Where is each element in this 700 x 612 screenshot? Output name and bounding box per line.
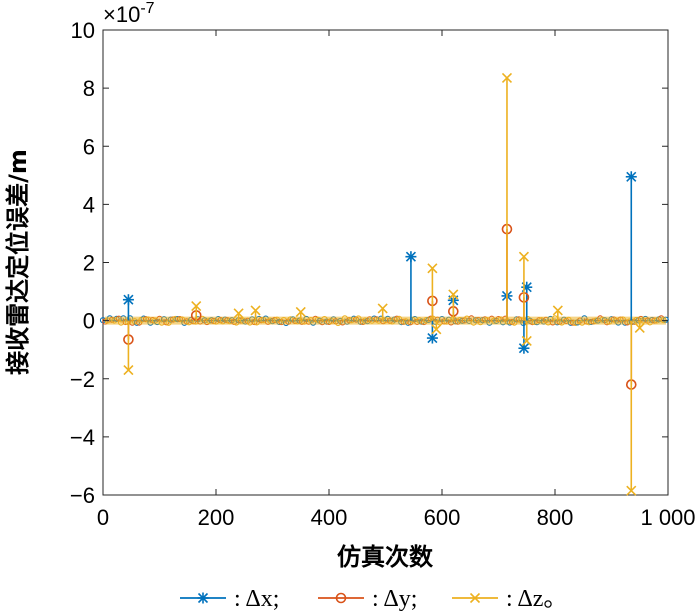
legend-label: : Δx; bbox=[234, 586, 279, 612]
series-3 bbox=[123, 72, 645, 496]
legend-marker bbox=[335, 592, 347, 604]
spike-marker bbox=[625, 171, 637, 183]
marker-stroke bbox=[521, 335, 532, 347]
marker-stroke bbox=[431, 324, 442, 335]
legend-label: : Δz。 bbox=[506, 586, 567, 612]
marker-stroke bbox=[233, 308, 244, 319]
x-tick-label: 1 000 bbox=[640, 505, 695, 530]
legend-marker bbox=[197, 592, 209, 604]
x-axis-ticks: 0 200 400 600 800 1 000 bbox=[97, 30, 696, 530]
y-tick-label: 2 bbox=[83, 251, 95, 276]
spike-marker bbox=[501, 72, 513, 84]
spike-marker bbox=[521, 281, 533, 293]
spike-marker bbox=[634, 322, 645, 333]
marker-stroke bbox=[427, 263, 438, 274]
marker-stroke bbox=[626, 485, 637, 496]
y-tick-label: 8 bbox=[83, 76, 95, 101]
plot-frame bbox=[102, 29, 669, 496]
y-tick-label: 10 bbox=[71, 18, 95, 43]
x-tick-label: 600 bbox=[424, 505, 461, 530]
marker-stroke bbox=[552, 305, 563, 316]
spike-marker bbox=[295, 306, 306, 317]
marker-stroke bbox=[377, 303, 388, 314]
y-tick-label: −6 bbox=[70, 483, 95, 508]
y-tick-label: 6 bbox=[83, 134, 95, 159]
spike-marker bbox=[426, 332, 438, 344]
spike-marker bbox=[123, 364, 134, 376]
marker-stroke bbox=[448, 289, 459, 300]
legend-label: : Δy; bbox=[372, 586, 417, 612]
spike-marker bbox=[250, 305, 261, 316]
spike-marker bbox=[191, 301, 202, 312]
legend: : Δx; : Δy; : Δz。 bbox=[180, 586, 567, 612]
marker-stroke bbox=[469, 592, 481, 604]
spike-marker bbox=[233, 308, 244, 319]
spike-marker bbox=[405, 251, 417, 263]
marker-stroke bbox=[123, 364, 134, 376]
x-tick-label: 400 bbox=[311, 505, 348, 530]
plot-area bbox=[99, 29, 669, 496]
spike-marker bbox=[448, 289, 459, 300]
marker-stroke bbox=[250, 305, 261, 316]
y-exponent-power: -7 bbox=[140, 0, 154, 17]
noise-band bbox=[99, 315, 669, 327]
spike-layer bbox=[122, 72, 645, 496]
spike-marker bbox=[431, 324, 442, 335]
y-exponent-label: ×10-7 bbox=[103, 0, 155, 27]
series-2 bbox=[123, 223, 637, 390]
spike-marker bbox=[122, 294, 134, 306]
x-axis-title: 仿真次数 bbox=[337, 543, 434, 571]
y-tick-label: 4 bbox=[83, 192, 95, 217]
y-tick-label: 0 bbox=[83, 309, 95, 334]
marker-stroke bbox=[191, 301, 202, 312]
x-tick-label: 800 bbox=[537, 505, 574, 530]
y-tick-label: −4 bbox=[70, 425, 95, 450]
noise-band-fill bbox=[105, 316, 666, 325]
y-axis-title: 接收雷达定位误差/m bbox=[4, 149, 32, 375]
marker-stroke bbox=[634, 322, 645, 333]
marker-stroke bbox=[501, 72, 513, 84]
y-tick-label: −2 bbox=[70, 367, 95, 392]
spike-marker bbox=[552, 305, 563, 316]
series-1 bbox=[122, 171, 637, 354]
spike-marker bbox=[521, 335, 532, 347]
y-exponent-base: ×10 bbox=[103, 2, 140, 27]
spike-marker bbox=[427, 263, 438, 274]
marker-circle bbox=[335, 592, 347, 604]
marker-stroke bbox=[295, 306, 306, 317]
marker-stroke bbox=[518, 251, 529, 262]
legend-marker bbox=[469, 592, 481, 604]
spike-marker bbox=[518, 251, 529, 262]
spike-marker bbox=[626, 485, 637, 496]
spike-marker bbox=[377, 303, 388, 314]
x-tick-label: 0 bbox=[97, 505, 109, 530]
x-tick-label: 200 bbox=[198, 505, 235, 530]
y-axis-ticks: −6 −4 −2 0 2 4 6 8 10 bbox=[70, 18, 668, 508]
